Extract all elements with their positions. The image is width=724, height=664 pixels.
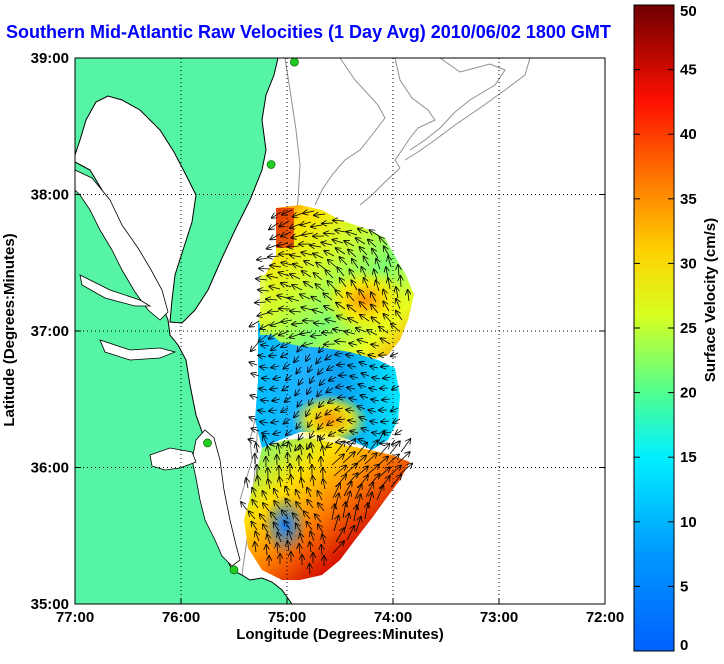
colorbar-tick-label: 5 (680, 578, 688, 595)
colorbar-tick-label: 10 (680, 514, 697, 531)
velocity-lowspot (263, 495, 307, 555)
x-axis-label: Longitude (Degrees:Minutes) (236, 626, 444, 643)
radar-station-marker (290, 58, 298, 66)
colorbar-tick-label: 25 (680, 320, 697, 337)
lon-tick-label: 75:00 (268, 609, 306, 626)
colorbar-tick-label: 45 (680, 62, 697, 79)
current-vector (287, 453, 288, 463)
colorbar-tick-label: 0 (680, 637, 688, 654)
lon-tick-label: 74:00 (374, 609, 412, 626)
map-title: Southern Mid-Atlantic Raw Velocities (1 … (6, 22, 611, 43)
lat-tick-label: 36:00 (31, 460, 69, 477)
y-axis-label: Latitude (Degrees:Minutes) (1, 233, 18, 426)
lat-tick-label: 38:00 (31, 187, 69, 204)
lon-tick-label: 76:00 (162, 609, 200, 626)
lon-tick-label: 72:00 (586, 609, 624, 626)
radar-station-marker (267, 160, 275, 168)
current-vector (400, 276, 401, 287)
radar-station-marker (230, 566, 238, 574)
colorbar-tick-label: 35 (680, 191, 697, 208)
lon-tick-label: 73:00 (480, 609, 518, 626)
colorbar-tick-label: 50 (680, 3, 697, 20)
colorbar-tick-label: 20 (680, 385, 697, 402)
colorbar-tick-label: 30 (680, 255, 697, 272)
lat-tick-label: 39:00 (31, 50, 69, 67)
radar-station-marker (204, 439, 212, 447)
lat-tick-label: 35:00 (31, 596, 69, 613)
colorbar-label: Surface Velocity (cm/s) (702, 218, 719, 382)
colorbar-tick-label: 15 (680, 449, 697, 466)
colorbar-tick-label: 40 (680, 126, 697, 143)
velocity-strip-west (260, 275, 270, 335)
velocity-hotspot-north (323, 268, 407, 332)
current-vector (309, 564, 310, 574)
lat-tick-label: 37:00 (31, 323, 69, 340)
current-vector (322, 223, 333, 224)
